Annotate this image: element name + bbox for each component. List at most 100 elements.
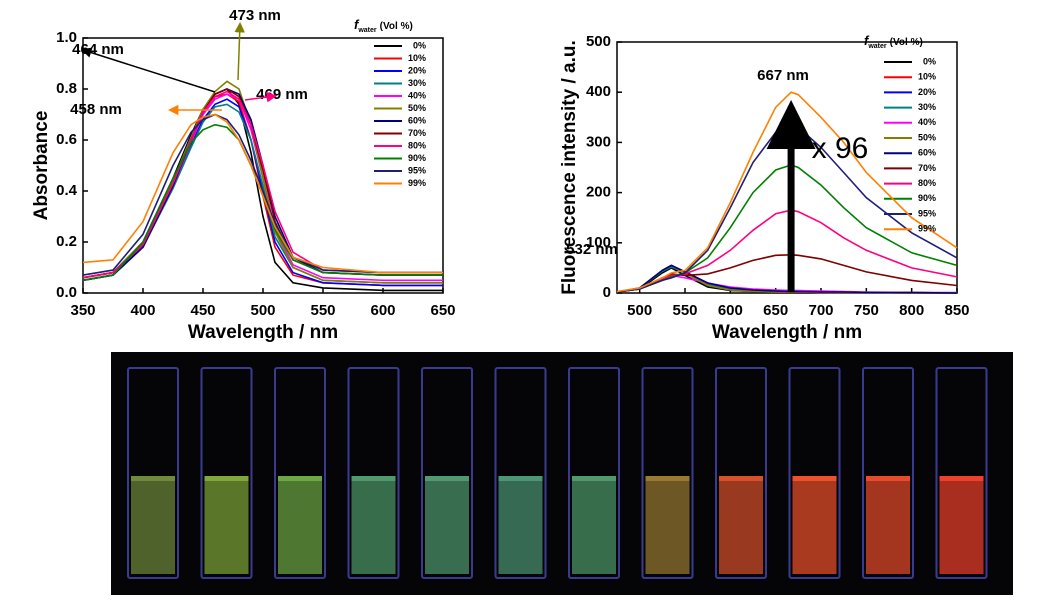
series-line xyxy=(616,209,958,293)
legend-label: 40% xyxy=(918,117,936,127)
x-tick-label: 350 xyxy=(70,302,95,319)
legend-label: 70% xyxy=(918,163,936,173)
cuvette xyxy=(568,367,620,579)
annotation: 667 nm xyxy=(757,67,809,84)
annotation: 532 nm xyxy=(566,241,618,258)
series-line xyxy=(82,113,443,276)
series-line xyxy=(82,113,443,274)
x-tick-label: 850 xyxy=(944,302,969,319)
plot-frame xyxy=(616,41,958,294)
legend-label: 40% xyxy=(408,90,426,100)
cuvette xyxy=(935,367,988,579)
solution xyxy=(866,478,910,574)
meniscus xyxy=(719,476,763,481)
legend-label: 95% xyxy=(918,208,936,218)
solution xyxy=(425,478,469,574)
cuvette xyxy=(641,367,694,579)
y-tick-label: 0.4 xyxy=(56,182,78,199)
legend-label: 10% xyxy=(918,72,936,82)
y-tick-label: 200 xyxy=(586,184,611,201)
annotation-arrow xyxy=(234,21,245,81)
legend-label: 60% xyxy=(408,115,426,125)
cuvette xyxy=(788,367,841,579)
annotation: 473 nm xyxy=(229,7,281,24)
legend-unit: (Vol %) xyxy=(380,21,413,32)
x-tick-label: 550 xyxy=(672,302,697,319)
annotation: 458 nm xyxy=(70,101,122,118)
series-line xyxy=(82,123,443,282)
legend-label: 50% xyxy=(918,132,936,142)
cuvette xyxy=(347,367,400,579)
solution xyxy=(792,478,837,574)
x-tick-label: 400 xyxy=(130,302,155,319)
legend-label: 10% xyxy=(408,53,426,63)
x-tick-label: 650 xyxy=(430,302,455,319)
y-tick-label: 0 xyxy=(603,284,611,301)
y-axis-title: Absorbance xyxy=(31,111,52,221)
x-tick-label: 800 xyxy=(899,302,924,319)
legend-label: 0% xyxy=(413,40,426,50)
solution xyxy=(278,478,322,574)
y-tick-label: 300 xyxy=(586,133,611,150)
meniscus xyxy=(204,476,249,481)
legend-unit: (Vol %) xyxy=(890,37,923,48)
y-tick-label: 0.8 xyxy=(56,80,77,97)
legend-label: 95% xyxy=(408,165,426,175)
x-tick-label: 600 xyxy=(718,302,743,319)
legend-label: 99% xyxy=(918,224,936,234)
meniscus xyxy=(278,476,322,481)
cuvette xyxy=(715,367,767,579)
x-tick-label: 650 xyxy=(763,302,788,319)
legend-label: 99% xyxy=(408,178,426,188)
x-tick-label: 600 xyxy=(370,302,395,319)
y-tick-label: 0.0 xyxy=(56,284,77,301)
legend-label: 90% xyxy=(918,193,936,203)
legend-label: 30% xyxy=(918,102,936,112)
series-line xyxy=(616,264,958,294)
legend-label: 0% xyxy=(923,56,936,66)
solution xyxy=(572,478,616,574)
meniscus xyxy=(939,476,984,481)
x-tick-label: 500 xyxy=(250,302,275,319)
solution xyxy=(351,478,396,574)
x-axis-title: Wavelength / nm xyxy=(712,322,862,343)
x-axis-title: Wavelength / nm xyxy=(188,322,338,343)
solution xyxy=(719,478,763,574)
legend-label: 70% xyxy=(408,128,426,138)
solution xyxy=(645,478,690,574)
annotation: x 96 xyxy=(812,132,869,165)
series-line xyxy=(616,123,958,293)
legend-title: fwater (Vol %) xyxy=(864,33,923,49)
annotation: 469 nm xyxy=(256,86,308,103)
x-tick-label: 750 xyxy=(854,302,879,319)
y-tick-label: 100 xyxy=(586,234,611,251)
series-line xyxy=(616,253,958,293)
legend-label: 80% xyxy=(918,178,936,188)
meniscus xyxy=(866,476,910,481)
series-line xyxy=(82,88,443,282)
cuvette xyxy=(274,367,326,579)
cuvette xyxy=(494,367,547,579)
meniscus xyxy=(131,476,175,481)
legend-label: 20% xyxy=(408,65,426,75)
meniscus xyxy=(792,476,837,481)
y-tick-label: 1.0 xyxy=(56,29,77,46)
x-tick-label: 500 xyxy=(627,302,652,319)
legend-subscript: water xyxy=(867,43,887,50)
meniscus xyxy=(425,476,469,481)
legend-label: 20% xyxy=(918,87,936,97)
meniscus xyxy=(645,476,690,481)
y-tick-label: 0.2 xyxy=(56,233,77,250)
series-line xyxy=(82,90,443,279)
x-tick-label: 700 xyxy=(808,302,833,319)
y-tick-label: 500 xyxy=(586,33,611,50)
y-axis-title: Fluorescence intensity / a.u. xyxy=(559,40,580,294)
legend-subscript: water xyxy=(357,27,377,34)
legend-label: 30% xyxy=(408,78,426,88)
annotation-arrow xyxy=(80,47,216,93)
solution xyxy=(131,478,175,574)
legend-label: 90% xyxy=(408,153,426,163)
legend-symbol: f xyxy=(354,17,360,32)
x-tick-label: 450 xyxy=(190,302,215,319)
